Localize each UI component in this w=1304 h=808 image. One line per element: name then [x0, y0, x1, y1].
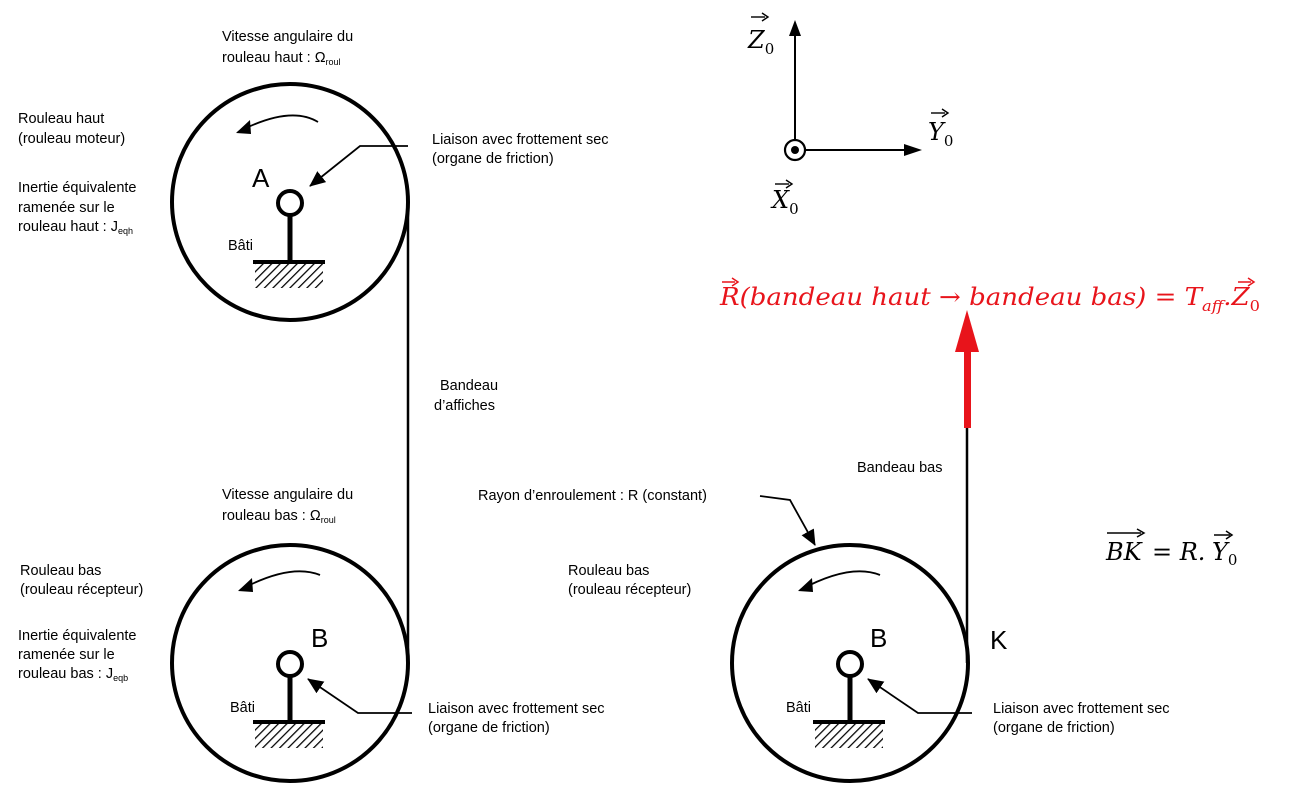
detail-roller-name-2: (rouleau récepteur) — [568, 582, 691, 598]
bottom-roller — [170, 543, 412, 783]
detail-friction-pointer — [867, 678, 972, 714]
bottom-center-label: B — [311, 623, 328, 653]
detail-pivot-b — [836, 650, 864, 678]
axis-labels: Z0 Y0 X0 — [747, 12, 953, 218]
bottom-inertia-2: ramenée sur le — [18, 647, 115, 663]
contact-point-k: K — [990, 625, 1008, 655]
bottom-friction-2: (organe de friction) — [428, 720, 550, 736]
bk-equation: BK = R. Y0 — [1105, 528, 1237, 569]
bottom-pivot-b — [276, 650, 304, 678]
detail-friction-1: Liaison avec frottement sec — [993, 701, 1170, 717]
radius-label: Rayon d’enroulement : R (constant) — [478, 488, 707, 504]
y-axis-arrow — [904, 144, 922, 156]
top-frame-label: Bâti — [228, 238, 253, 254]
reference-frame — [783, 20, 922, 162]
top-roller-name-2: (rouleau moteur) — [18, 131, 125, 147]
z-axis-arrow — [789, 20, 801, 36]
top-center-label: A — [252, 163, 270, 193]
top-roller-name-1: Rouleau haut — [18, 111, 104, 127]
radius-pointer — [759, 495, 816, 546]
top-inertia-2: ramenée sur le — [18, 200, 115, 216]
bk-lhs: BK — [1105, 538, 1144, 566]
bk-rhs: = R. — [1152, 538, 1205, 566]
detail-frame-hatching — [815, 724, 883, 748]
detail-center-label: B — [870, 623, 887, 653]
bottom-rotation-arrowhead — [238, 578, 253, 592]
x-axis-label: X0 — [770, 186, 799, 218]
band-label-1: Bandeau — [440, 378, 498, 394]
top-friction-pointer — [309, 145, 408, 187]
lower-band-label: Bandeau bas — [857, 460, 942, 476]
tension-force-arrow — [955, 310, 979, 428]
top-friction-1: Liaison avec frottement sec — [432, 132, 609, 148]
top-speed-label-1: Vitesse angulaire du — [222, 29, 353, 45]
detail-roller — [730, 425, 972, 783]
z-axis-label: Z0 — [747, 26, 774, 58]
bottom-frame-label: Bâti — [230, 700, 255, 716]
bottom-speed-label-2: rouleau bas : Ωroul — [222, 508, 336, 525]
bottom-frame-hatching — [255, 724, 323, 748]
bottom-inertia-1: Inertie équivalente — [18, 628, 137, 644]
top-speed-label-2: rouleau haut : Ωroul — [222, 50, 341, 67]
detail-friction-2: (organe de friction) — [993, 720, 1115, 736]
top-roller — [170, 82, 410, 322]
bk-axis: Y0 — [1212, 538, 1237, 569]
top-rotation-arrowhead — [236, 120, 251, 134]
top-friction-2: (organe de friction) — [432, 151, 554, 167]
y-axis-label: Y0 — [928, 118, 953, 150]
top-pivot-a — [276, 189, 304, 217]
top-frame-hatching — [255, 264, 323, 288]
bottom-inertia-3: rouleau bas : Jeqb — [18, 666, 128, 683]
bottom-roller-name-2: (rouleau récepteur) — [20, 582, 143, 598]
detail-rotation-arrowhead — [798, 578, 813, 592]
bottom-roller-circle — [170, 543, 410, 783]
bottom-roller-name-1: Rouleau bas — [20, 563, 101, 579]
top-inertia-3: rouleau haut : Jeqh — [18, 219, 133, 236]
bottom-friction-1: Liaison avec frottement sec — [428, 701, 605, 717]
band-label-2: d’affiches — [434, 398, 495, 414]
top-inertia-1: Inertie équivalente — [18, 180, 137, 196]
detail-roller-name-1: Rouleau bas — [568, 563, 649, 579]
detail-frame-label: Bâti — [786, 700, 811, 716]
bottom-speed-label-1: Vitesse angulaire du — [222, 487, 353, 503]
bottom-friction-pointer — [307, 678, 412, 714]
